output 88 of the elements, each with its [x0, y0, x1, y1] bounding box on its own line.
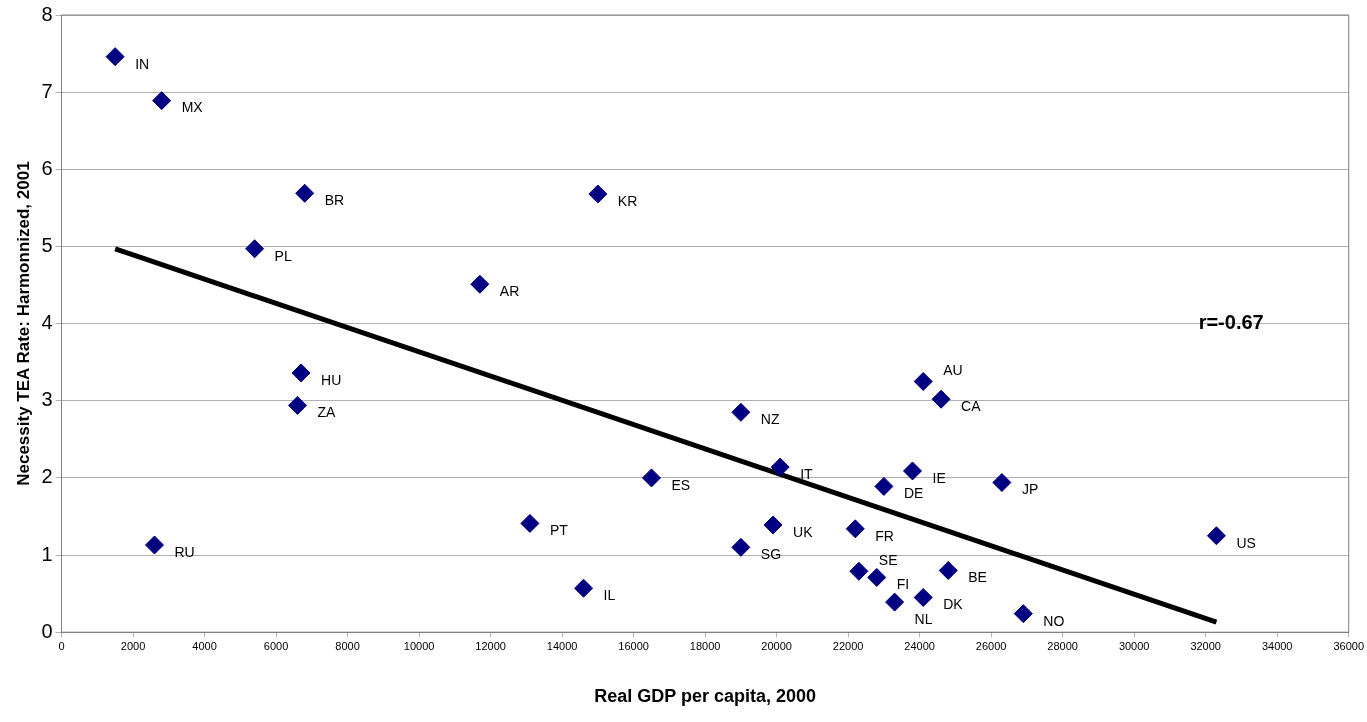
annotation: MX [181, 99, 204, 116]
x-tick-label: 16000 [618, 639, 649, 652]
point [105, 47, 125, 67]
annotation: DK [943, 596, 964, 613]
point [641, 468, 661, 488]
annotation: FR [875, 527, 894, 544]
x-tick-label: 2000 [120, 639, 146, 652]
y-tick-label: 7 [41, 79, 53, 102]
x-tick-label: 12000 [475, 639, 506, 652]
point [1206, 526, 1226, 546]
point [144, 535, 164, 555]
annotation: KR [617, 192, 638, 209]
point [845, 519, 865, 539]
x-tick-label: 20000 [761, 639, 792, 652]
point [731, 537, 751, 557]
point [520, 513, 540, 533]
x-tick-label: 28000 [1047, 639, 1078, 652]
annotation: SG [760, 546, 782, 563]
annotation: IL [603, 587, 616, 604]
point [992, 473, 1012, 493]
point [152, 91, 172, 111]
annotation: SE [878, 552, 898, 569]
point [770, 457, 790, 477]
x-tick-label: 10000 [403, 639, 435, 652]
annotation: AR [499, 283, 520, 300]
annotation: PT [549, 522, 569, 539]
point [867, 567, 887, 587]
point [295, 183, 315, 203]
x-tick-label: 6000 [263, 639, 289, 652]
x-tick-label: 0 [58, 639, 65, 652]
y-tick-label: 6 [41, 156, 53, 179]
annotation: DE [903, 485, 924, 502]
point [574, 578, 594, 598]
x-tick-label: 30000 [1118, 639, 1150, 652]
point [1013, 604, 1033, 624]
x-tick-label: 36000 [1333, 639, 1364, 652]
point [902, 461, 922, 481]
annotation: IT [800, 465, 814, 482]
y-tick-label: 4 [41, 311, 53, 334]
x-tick-label: 14000 [546, 639, 578, 652]
y-tick-label: 1 [41, 542, 53, 565]
annotation: BE [968, 569, 987, 586]
annotation: IN [135, 55, 150, 72]
point [731, 402, 751, 422]
annotation: FI [896, 576, 910, 593]
point [291, 363, 311, 383]
annotation: AU [943, 362, 963, 379]
point [763, 515, 783, 535]
point [913, 587, 933, 607]
x-tick-label: 34000 [1261, 639, 1293, 652]
annotation: IE [932, 469, 946, 486]
x-tick-label: 22000 [832, 639, 864, 652]
annotation: ES [671, 476, 691, 493]
y-tick-label: 3 [41, 388, 53, 411]
annotation: PL [274, 247, 292, 264]
annotation: CA [961, 398, 982, 415]
point [938, 560, 958, 580]
point [288, 395, 308, 415]
y-axis-title: Necessity TEA Rate: Harmonnized, 2001 [13, 161, 33, 486]
x-tick-label: 8000 [335, 639, 360, 652]
y-tick-label: 5 [41, 233, 53, 256]
annotation: BR [324, 192, 345, 209]
y-tick-label: 2 [41, 465, 53, 488]
point [885, 592, 905, 612]
annotation: NL [914, 610, 933, 627]
annotation: RU [174, 543, 195, 560]
x-axis-title: Real GDP per capita, 2000 [594, 686, 817, 707]
annotation: JP [1021, 481, 1039, 498]
point [245, 239, 265, 259]
y-tick-label: 8 [41, 2, 53, 25]
x-tick-label: 26000 [975, 639, 1007, 652]
annotation: UK [793, 523, 814, 540]
point [931, 389, 951, 409]
point [874, 476, 894, 496]
x-tick-label: 4000 [192, 639, 217, 652]
x-tick-label: 32000 [1190, 639, 1221, 652]
point [849, 561, 869, 581]
annotation: r=-0.67 [1198, 311, 1264, 334]
annotation: US [1236, 534, 1256, 551]
point [470, 274, 490, 294]
annotation: NZ [760, 411, 780, 428]
annotation: HU [321, 371, 342, 388]
x-tick-label: 18000 [689, 639, 721, 652]
point [588, 184, 608, 204]
annotation: ZA [317, 404, 337, 421]
point [913, 371, 933, 391]
x-tick-label: 24000 [904, 639, 935, 652]
annotation: NO [1043, 612, 1065, 629]
